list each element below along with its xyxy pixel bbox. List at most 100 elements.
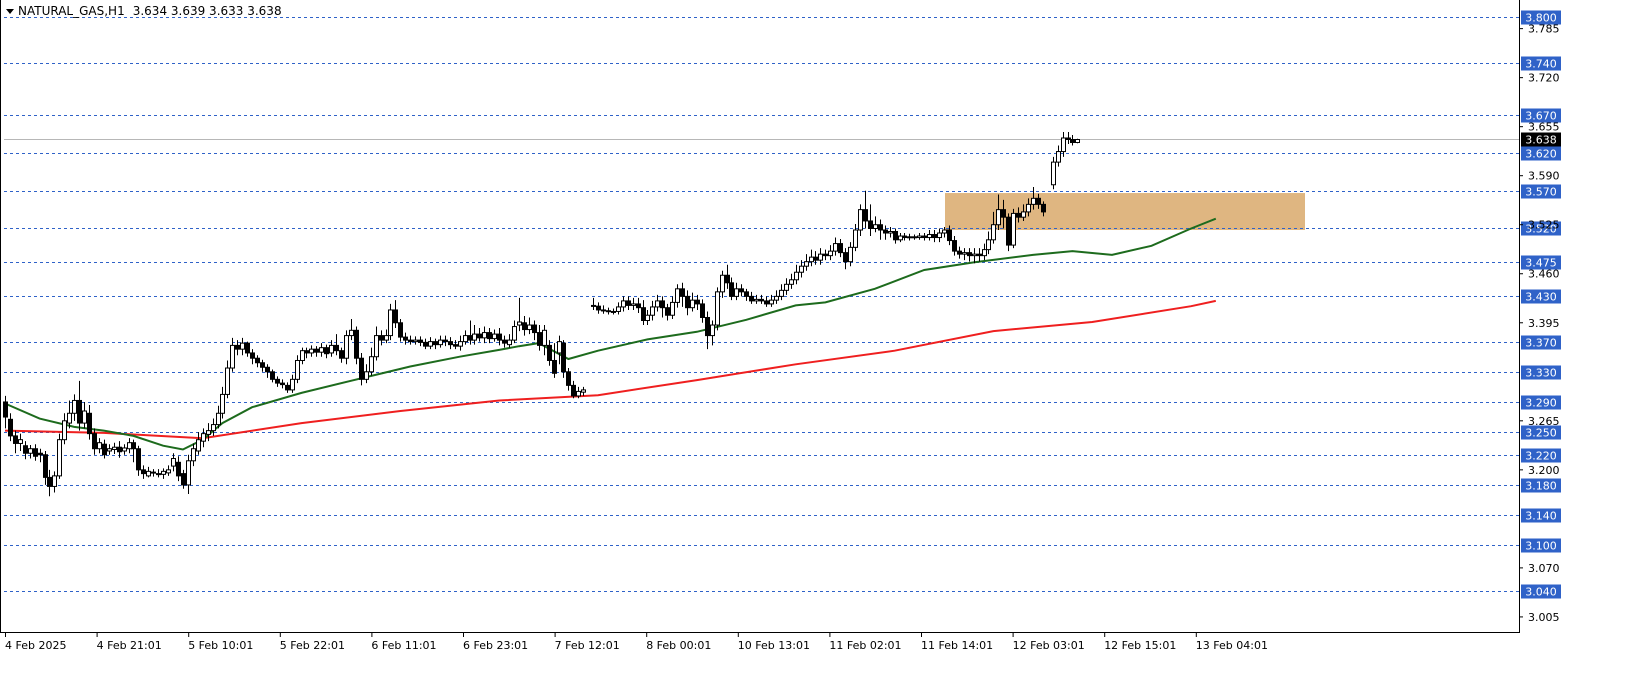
candle-body-bullish: [710, 324, 715, 337]
candle: [230, 337, 235, 372]
candle-body-bearish: [43, 454, 48, 478]
candle-body-bearish: [1066, 137, 1071, 140]
level-badge: [1521, 289, 1561, 304]
candle: [92, 428, 97, 455]
dropdown-triangle-icon[interactable]: [6, 9, 14, 14]
candle: [660, 296, 665, 318]
candle: [245, 341, 250, 357]
candle: [794, 264, 799, 285]
level-badge-label: 3.180: [1525, 480, 1557, 493]
candle-body-bearish: [314, 348, 319, 353]
candle: [43, 450, 48, 485]
candle: [240, 337, 245, 356]
candle: [947, 225, 952, 246]
candle: [922, 233, 927, 241]
candle-body-bearish: [3, 401, 8, 418]
candle-body-bearish: [739, 288, 744, 293]
candle-body-bearish: [379, 335, 384, 341]
candle-body-bearish: [136, 448, 141, 471]
candle-body-bullish: [833, 243, 838, 252]
candle-body-bearish: [23, 445, 28, 454]
candle: [275, 376, 280, 387]
candle-body-bullish: [240, 342, 245, 350]
symbol-text: NATURAL_GAS,H1: [18, 4, 125, 18]
candle-body-bullish: [507, 339, 512, 346]
candle: [1026, 198, 1031, 217]
candle: [769, 294, 774, 307]
candle: [517, 297, 522, 332]
candle: [413, 336, 418, 345]
candle: [576, 386, 581, 399]
candle-body-bearish: [922, 235, 927, 239]
candle: [581, 386, 586, 396]
candle-body-bearish: [566, 371, 571, 386]
time-axis[interactable]: 4 Feb 2025 4 Feb 21:01 5 Feb 10:01 5 Feb 22…: [5, 632, 1268, 652]
candle-body-bearish: [868, 220, 873, 229]
candle-body-bullish: [62, 420, 67, 441]
candle: [463, 330, 468, 345]
candle-body-bearish: [636, 303, 641, 309]
candle: [122, 444, 127, 455]
candle-body-bullish: [804, 261, 809, 267]
candle: [1001, 199, 1006, 229]
candle-body-bearish: [591, 304, 596, 307]
candle: [388, 303, 393, 341]
candle-body-bullish: [986, 239, 991, 251]
time-tick-label: 5 Feb 10:01: [188, 639, 253, 652]
candle-body-bearish: [912, 236, 917, 239]
candle-body-bearish: [967, 252, 972, 257]
candle-body-bullish: [576, 390, 581, 397]
candle: [626, 296, 631, 310]
candle: [270, 369, 275, 383]
candle-body-bullish: [517, 321, 522, 326]
candle-body-bullish: [413, 339, 418, 343]
candle: [645, 309, 650, 326]
candle: [57, 433, 62, 479]
candle: [324, 344, 329, 359]
level-badge-label: 3.620: [1525, 148, 1557, 161]
candle: [418, 336, 423, 347]
candle-body-bullish: [675, 288, 680, 303]
candle: [339, 347, 344, 363]
candle-body-bearish: [359, 357, 364, 380]
candle-body-bullish: [1026, 203, 1031, 213]
candle-body-bearish: [398, 322, 403, 338]
candle: [492, 329, 497, 342]
candle: [784, 278, 789, 295]
candle: [833, 237, 838, 256]
candle-body-bearish: [448, 341, 453, 346]
candle-body-bearish: [433, 341, 438, 346]
candle-body-bearish: [156, 473, 161, 476]
candle-body-bullish: [146, 470, 151, 477]
candle: [250, 349, 255, 365]
candle: [720, 270, 725, 298]
price-tick-label: 3.590: [1528, 170, 1560, 183]
time-tick-label: 6 Feb 11:01: [371, 639, 436, 652]
candle: [739, 284, 744, 297]
level-badge: [1521, 538, 1561, 553]
candle-body-bearish: [141, 469, 146, 475]
level-badge: [1521, 395, 1561, 410]
candle-body-bearish: [522, 322, 527, 331]
candle: [191, 443, 196, 467]
candle: [843, 248, 848, 270]
candle: [1036, 193, 1041, 209]
price-axis[interactable]: 3.800 3.740 3.670 3.620 3.570 3.520 3.475 3.430…: [1519, 10, 1561, 624]
level-badge: [1521, 448, 1561, 463]
level-badge-label: 3.330: [1525, 367, 1557, 380]
level-badge-label: 3.430: [1525, 291, 1557, 304]
candle-body-bullish: [171, 458, 176, 467]
candle: [527, 317, 532, 335]
candle-body-bullish: [112, 446, 117, 450]
candle: [813, 251, 818, 265]
candle: [107, 444, 112, 455]
level-badge-label: 3.520: [1525, 223, 1557, 236]
candle: [235, 340, 240, 356]
level-badge: [1521, 56, 1561, 71]
candle: [744, 288, 749, 301]
candle: [690, 292, 695, 312]
candle-body-bullish: [428, 341, 433, 347]
level-lines: [4, 17, 1523, 592]
